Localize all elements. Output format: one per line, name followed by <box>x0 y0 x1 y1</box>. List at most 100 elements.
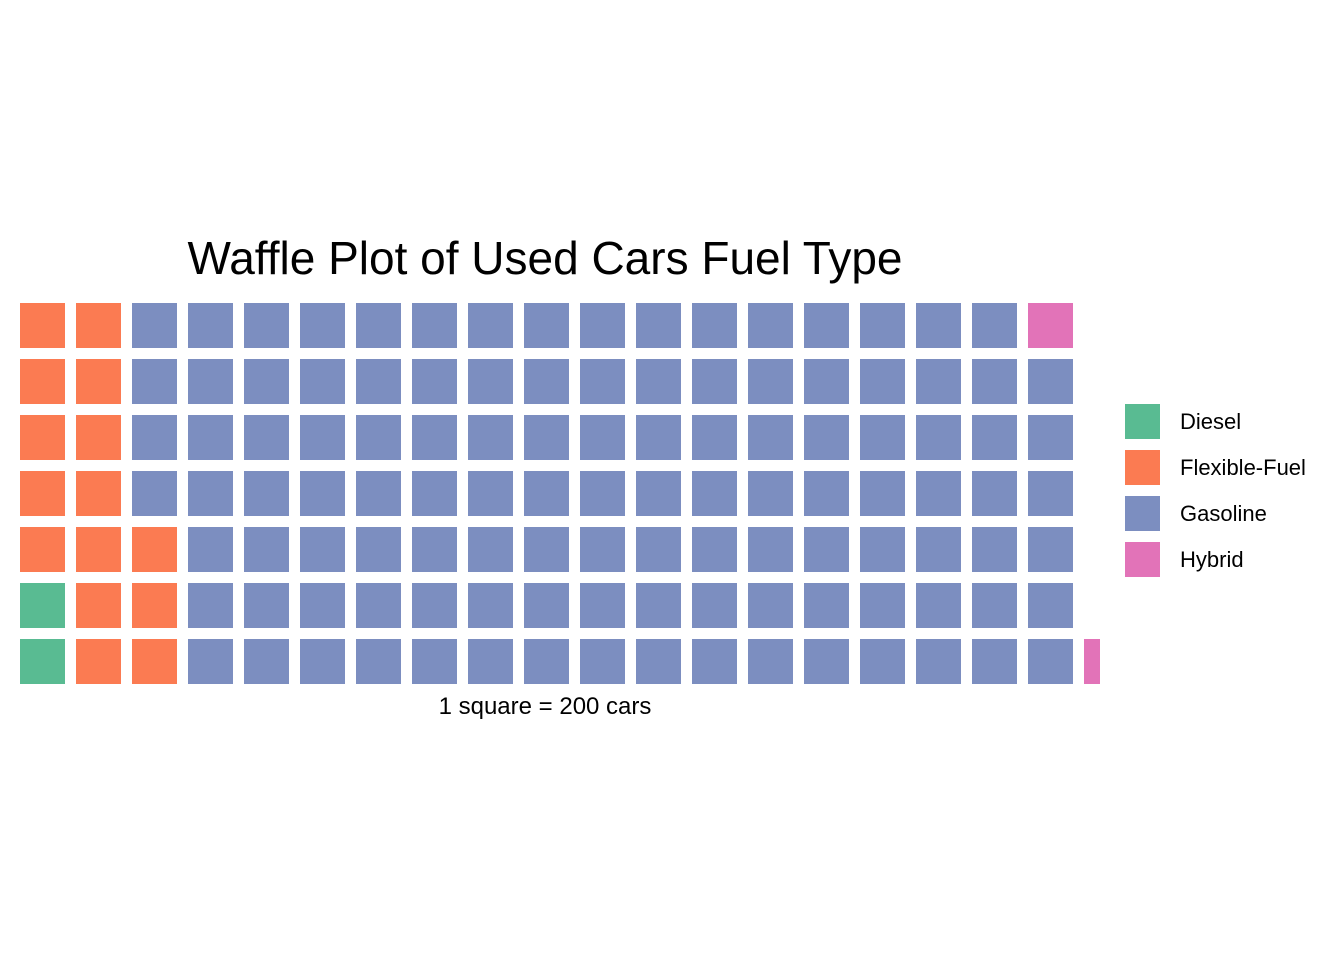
waffle-square-gasoline <box>132 415 177 460</box>
waffle-square-gasoline <box>524 583 569 628</box>
waffle-square-gasoline <box>188 359 233 404</box>
waffle-square-gasoline <box>412 583 457 628</box>
waffle-square-gasoline <box>692 303 737 348</box>
legend-swatch <box>1125 542 1160 577</box>
waffle-square-gasoline <box>1028 471 1073 516</box>
waffle-square-gasoline <box>748 527 793 572</box>
waffle-square-gasoline <box>244 471 289 516</box>
legend-swatch <box>1125 450 1160 485</box>
waffle-square-gasoline <box>468 639 513 684</box>
waffle-square-gasoline <box>580 471 625 516</box>
waffle-square-gasoline <box>300 359 345 404</box>
chart-title: Waffle Plot of Used Cars Fuel Type <box>187 232 903 284</box>
waffle-square-gasoline <box>580 639 625 684</box>
waffle-square-gasoline <box>804 527 849 572</box>
waffle-square-gasoline <box>972 471 1017 516</box>
waffle-square-flexible-fuel <box>76 583 121 628</box>
waffle-square-gasoline <box>916 639 961 684</box>
waffle-square-gasoline <box>636 527 681 572</box>
waffle-square-gasoline <box>692 583 737 628</box>
waffle-square-gasoline <box>524 471 569 516</box>
waffle-square-gasoline <box>636 415 681 460</box>
waffle-square-gasoline <box>692 527 737 572</box>
waffle-square-gasoline <box>1028 583 1073 628</box>
waffle-grid <box>20 303 1100 684</box>
waffle-square-gasoline <box>748 303 793 348</box>
waffle-square-gasoline <box>580 527 625 572</box>
waffle-square-gasoline <box>916 583 961 628</box>
waffle-square-gasoline <box>468 471 513 516</box>
waffle-square-gasoline <box>748 359 793 404</box>
waffle-square-gasoline <box>524 303 569 348</box>
waffle-square-gasoline <box>580 415 625 460</box>
waffle-square-gasoline <box>804 415 849 460</box>
waffle-square-gasoline <box>244 303 289 348</box>
legend-swatch <box>1125 404 1160 439</box>
waffle-square-flexible-fuel <box>76 415 121 460</box>
waffle-square-gasoline <box>692 471 737 516</box>
waffle-square-gasoline <box>300 639 345 684</box>
waffle-square-gasoline <box>300 303 345 348</box>
waffle-square-gasoline <box>748 583 793 628</box>
waffle-square-gasoline <box>244 415 289 460</box>
waffle-square-gasoline <box>412 527 457 572</box>
waffle-square-gasoline <box>860 471 905 516</box>
waffle-square-gasoline <box>300 583 345 628</box>
waffle-square-gasoline <box>468 527 513 572</box>
waffle-square-gasoline <box>356 471 401 516</box>
legend-swatch <box>1125 496 1160 531</box>
waffle-square-flexible-fuel <box>20 527 65 572</box>
waffle-square-gasoline <box>972 639 1017 684</box>
waffle-square-flexible-fuel <box>20 303 65 348</box>
waffle-square-gasoline <box>412 303 457 348</box>
waffle-square-gasoline <box>524 527 569 572</box>
legend-label: Diesel <box>1180 409 1242 434</box>
waffle-square-flexible-fuel <box>76 527 121 572</box>
waffle-square-gasoline <box>412 415 457 460</box>
waffle-square-gasoline <box>356 303 401 348</box>
waffle-square-gasoline <box>300 415 345 460</box>
waffle-square-gasoline <box>692 639 737 684</box>
waffle-square-gasoline <box>916 415 961 460</box>
waffle-square-gasoline <box>804 471 849 516</box>
waffle-square-flexible-fuel <box>76 471 121 516</box>
waffle-square-gasoline <box>468 583 513 628</box>
waffle-square-gasoline <box>916 359 961 404</box>
waffle-square-gasoline <box>356 359 401 404</box>
waffle-square-gasoline <box>244 639 289 684</box>
waffle-square-gasoline <box>804 583 849 628</box>
waffle-square-gasoline <box>132 471 177 516</box>
waffle-square-gasoline <box>860 639 905 684</box>
waffle-square-gasoline <box>972 359 1017 404</box>
waffle-square-gasoline <box>748 415 793 460</box>
waffle-square-flexible-fuel <box>20 415 65 460</box>
waffle-square-gasoline <box>412 471 457 516</box>
waffle-square-flexible-fuel <box>76 639 121 684</box>
waffle-square-gasoline <box>860 527 905 572</box>
waffle-square-gasoline <box>132 303 177 348</box>
waffle-square-gasoline <box>860 303 905 348</box>
waffle-square-gasoline <box>636 583 681 628</box>
waffle-square-gasoline <box>468 415 513 460</box>
legend-label: Gasoline <box>1180 501 1267 526</box>
waffle-square-gasoline <box>188 583 233 628</box>
waffle-square-hybrid <box>1028 303 1073 348</box>
waffle-square-gasoline <box>692 415 737 460</box>
waffle-square-gasoline <box>748 471 793 516</box>
waffle-square-gasoline <box>916 303 961 348</box>
waffle-square-gasoline <box>860 583 905 628</box>
waffle-square-gasoline <box>636 359 681 404</box>
waffle-square-gasoline <box>412 639 457 684</box>
waffle-square-gasoline <box>524 415 569 460</box>
waffle-square-gasoline <box>188 527 233 572</box>
waffle-square-gasoline <box>972 527 1017 572</box>
waffle-square-gasoline <box>972 583 1017 628</box>
waffle-square-gasoline <box>300 471 345 516</box>
legend-label: Flexible-Fuel <box>1180 455 1306 480</box>
waffle-square-gasoline <box>356 415 401 460</box>
waffle-square-gasoline <box>1028 639 1073 684</box>
waffle-square-gasoline <box>468 303 513 348</box>
waffle-square-gasoline <box>524 639 569 684</box>
waffle-square-gasoline <box>692 359 737 404</box>
waffle-square-gasoline <box>300 527 345 572</box>
